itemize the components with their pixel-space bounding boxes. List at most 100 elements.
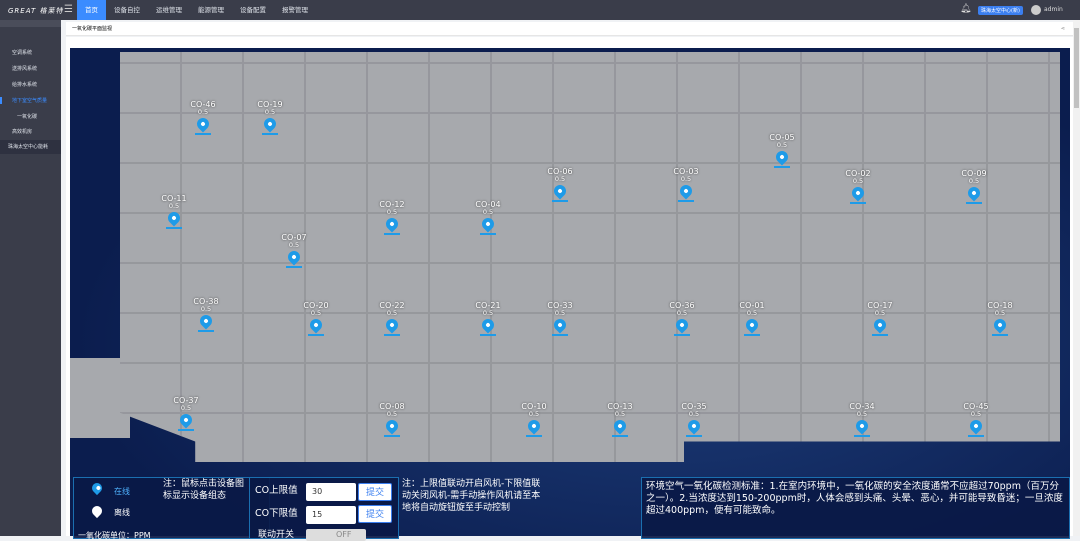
- pin-base: [384, 435, 400, 437]
- location-pin-icon[interactable]: [383, 215, 401, 233]
- lower-label: CO下限值: [255, 508, 298, 519]
- avatar[interactable]: [1031, 5, 1041, 15]
- location-pin-icon[interactable]: [967, 417, 985, 435]
- sensor-marker[interactable]: CO-36 0.5: [662, 301, 702, 336]
- scrollbar-thumb[interactable]: [1074, 28, 1079, 108]
- sensor-marker[interactable]: CO-10 0.5: [514, 402, 554, 437]
- location-pin-icon[interactable]: [479, 215, 497, 233]
- sensor-id: CO-10: [521, 402, 547, 411]
- sidebar-item-energy[interactable]: 珠海太空中心能耗: [0, 140, 61, 154]
- location-pin-icon[interactable]: [165, 209, 183, 227]
- location-pin-icon[interactable]: [307, 316, 325, 334]
- sensor-marker[interactable]: CO-46 0.5: [183, 100, 223, 135]
- sensor-id: CO-06: [547, 167, 573, 176]
- sensor-marker[interactable]: CO-19 0.5: [250, 100, 290, 135]
- sidebar-item-co[interactable]: 一氧化碳: [17, 114, 38, 120]
- sidebar-item-plant-room[interactable]: 高效机房: [12, 129, 33, 135]
- sensor-marker[interactable]: CO-04 0.5: [468, 200, 508, 235]
- sensor-marker[interactable]: CO-09 0.5: [954, 169, 994, 204]
- lower-limit-input[interactable]: 15: [306, 506, 356, 524]
- link-toggle[interactable]: OFF: [306, 529, 366, 541]
- sensor-marker[interactable]: CO-33 0.5: [540, 301, 580, 336]
- sensor-value: 0.5: [482, 208, 494, 216]
- sensor-marker[interactable]: CO-07 0.5: [274, 233, 314, 268]
- location-pin-icon[interactable]: [673, 316, 691, 334]
- location-pin-icon[interactable]: [197, 312, 215, 330]
- sensor-marker[interactable]: CO-02 0.5: [838, 169, 878, 204]
- location-pin-icon[interactable]: [685, 417, 703, 435]
- sensor-id: CO-05: [769, 133, 795, 142]
- sidebar-item-water[interactable]: 给排水系统: [12, 82, 38, 88]
- nav-energy[interactable]: 能源管理: [198, 6, 224, 14]
- sensor-id: CO-37: [173, 396, 199, 405]
- location-pin-icon[interactable]: [853, 417, 871, 435]
- sensor-marker[interactable]: CO-12 0.5: [372, 200, 412, 235]
- pin-base: [744, 334, 760, 336]
- sensor-value: 0.5: [994, 309, 1006, 317]
- floor-plan: [120, 52, 1060, 462]
- upper-limit-input[interactable]: 30: [306, 483, 356, 501]
- sensor-marker[interactable]: CO-38 0.5: [186, 297, 226, 332]
- nav-alarm[interactable]: 报警管理: [282, 6, 308, 14]
- bell-icon[interactable]: 🔔︎: [960, 4, 972, 14]
- sensor-id: CO-03: [673, 167, 699, 176]
- nav-operations[interactable]: 运维管理: [156, 6, 182, 14]
- location-pin-icon[interactable]: [849, 184, 867, 202]
- nav-device-control[interactable]: 设备自控: [114, 6, 140, 14]
- sensor-marker[interactable]: CO-45 0.5: [956, 402, 996, 437]
- pin-base: [678, 200, 694, 202]
- location-pin-icon[interactable]: [677, 182, 695, 200]
- sensor-marker[interactable]: CO-05 0.5: [762, 133, 802, 168]
- link-switch-label: 联动开关: [258, 530, 295, 540]
- location-pin-icon[interactable]: [991, 316, 1009, 334]
- sensor-marker[interactable]: CO-11 0.5: [154, 194, 194, 229]
- sensor-marker[interactable]: CO-06 0.5: [540, 167, 580, 202]
- location-pin-icon[interactable]: [551, 182, 569, 200]
- sensor-marker[interactable]: CO-03 0.5: [666, 167, 706, 202]
- location-pin-icon[interactable]: [611, 417, 629, 435]
- location-pin-icon[interactable]: [773, 148, 791, 166]
- menu-toggle-icon[interactable]: ☰: [64, 4, 73, 15]
- sensor-marker[interactable]: CO-37 0.5: [166, 396, 206, 431]
- sensor-marker[interactable]: CO-13 0.5: [600, 402, 640, 437]
- sensor-marker[interactable]: CO-20 0.5: [296, 301, 336, 336]
- sensor-marker[interactable]: CO-08 0.5: [372, 402, 412, 437]
- sensor-marker[interactable]: CO-35 0.5: [674, 402, 714, 437]
- location-pin-icon[interactable]: [551, 316, 569, 334]
- sidebar-item-ventilation[interactable]: 送排风系统: [12, 66, 38, 72]
- sensor-value: 0.5: [386, 309, 398, 317]
- location-pin-icon[interactable]: [743, 316, 761, 334]
- sensor-marker[interactable]: CO-22 0.5: [372, 301, 412, 336]
- nav-home[interactable]: 首页: [77, 0, 106, 20]
- sidebar-item-hvac[interactable]: 空调系统: [12, 50, 33, 56]
- sensor-value: 0.5: [264, 108, 276, 116]
- location-pin-icon[interactable]: [194, 115, 212, 133]
- lower-submit-button[interactable]: 提交: [358, 505, 392, 523]
- sensor-marker[interactable]: CO-01 0.5: [732, 301, 772, 336]
- sensor-marker[interactable]: CO-21 0.5: [468, 301, 508, 336]
- sidebar-header: [0, 20, 61, 27]
- location-pin-icon[interactable]: [383, 417, 401, 435]
- location-pin-icon[interactable]: [261, 115, 279, 133]
- pin-base: [612, 435, 628, 437]
- pin-base: [286, 266, 302, 268]
- nav-device-config[interactable]: 设备配置: [240, 6, 266, 14]
- page-scrollbar[interactable]: [1073, 20, 1080, 536]
- share-icon[interactable]: ⋖: [1060, 26, 1065, 32]
- location-pin-icon[interactable]: [383, 316, 401, 334]
- upper-submit-button[interactable]: 提交: [358, 483, 392, 501]
- location-pin-icon[interactable]: [525, 417, 543, 435]
- location-pin-icon[interactable]: [177, 411, 195, 429]
- location-pin-icon[interactable]: [965, 184, 983, 202]
- location-pin-icon[interactable]: [871, 316, 889, 334]
- pin-base: [552, 334, 568, 336]
- location-pin-icon[interactable]: [479, 316, 497, 334]
- sidebar-item-air-quality[interactable]: 地下室空气质量: [0, 97, 61, 104]
- site-badge[interactable]: 珠海太空中心(新): [978, 6, 1023, 15]
- sensor-marker[interactable]: CO-18 0.5: [980, 301, 1020, 336]
- user-name[interactable]: admin: [1044, 6, 1063, 13]
- location-pin-icon[interactable]: [285, 248, 303, 266]
- sensor-marker[interactable]: CO-34 0.5: [842, 402, 882, 437]
- sensor-value: 0.5: [168, 202, 180, 210]
- sensor-marker[interactable]: CO-17 0.5: [860, 301, 900, 336]
